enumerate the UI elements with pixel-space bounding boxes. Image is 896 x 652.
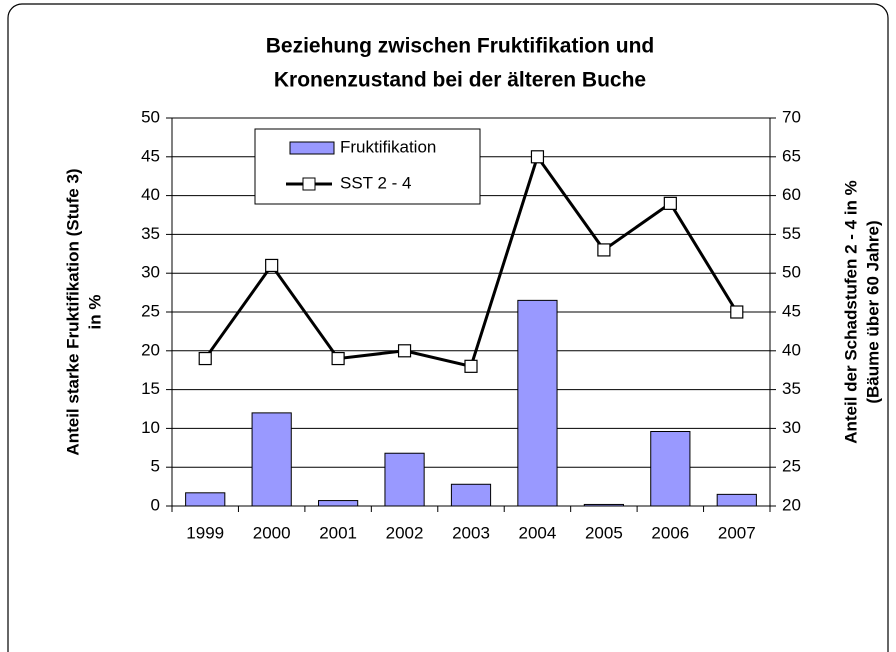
marker [663, 196, 677, 210]
y-tick-label: 10 [141, 418, 160, 437]
marker [730, 305, 744, 319]
bar [517, 299, 558, 507]
y2-tick-label: 45 [782, 301, 801, 320]
marker [530, 150, 545, 164]
legend-label: Fruktifikation [340, 137, 436, 156]
y-axis-title: Anteil starke Fruktifikation (Stufe 3) i… [63, 168, 104, 455]
y2-tick-label: 60 [782, 185, 801, 204]
bar [384, 452, 425, 507]
y2-tick-label: 35 [782, 379, 801, 398]
y2-axis-title: Anteil der Schadstufen 2 - 4 in % (Bäume… [841, 180, 882, 444]
y-tick-label: 45 [141, 146, 160, 165]
y2-tick-label: 25 [782, 457, 801, 476]
legend-marker [302, 177, 316, 191]
x-tick-label: 2001 [319, 523, 357, 542]
x-tick-label: 2006 [651, 523, 689, 542]
y2-axis-title-line: (Bäume über 60 Jahre) [863, 220, 882, 403]
legend-label: SST 2 - 4 [340, 173, 412, 192]
bar [450, 483, 492, 507]
x-tick-label: 2007 [718, 523, 756, 542]
y2-tick-label: 55 [782, 224, 801, 243]
x-tick-label: 2004 [519, 523, 557, 542]
y2-tick-label: 50 [782, 263, 801, 282]
x-tick-label: 2005 [585, 523, 623, 542]
y2-tick-label: 40 [782, 340, 801, 359]
x-tick-label: 1999 [186, 523, 224, 542]
bar [583, 503, 624, 507]
y2-tick-label: 65 [782, 146, 801, 165]
marker [397, 344, 412, 358]
x-tick-label: 2000 [253, 523, 291, 542]
y-tick-label: 5 [151, 457, 160, 476]
marker [331, 351, 345, 366]
chart-title: Kronenzustand bei der älteren Buche [274, 69, 646, 92]
y-tick-label: 25 [141, 301, 160, 320]
y2-tick-label: 20 [782, 495, 801, 514]
x-tick-label: 2003 [452, 523, 490, 542]
bar [318, 500, 359, 507]
marker [597, 243, 611, 257]
bar [716, 493, 757, 507]
marker [265, 258, 279, 273]
bar [251, 412, 292, 507]
y-tick-label: 40 [141, 185, 160, 204]
y-axis-title-line: Anteil starke Fruktifikation (Stufe 3) [63, 168, 82, 455]
bar [185, 492, 226, 507]
y2-tick-label: 70 [782, 107, 801, 126]
y2-tick-label: 30 [782, 418, 801, 437]
chart-frame [7, 3, 889, 652]
legend-swatch [289, 141, 335, 155]
y-tick-label: 0 [151, 495, 160, 514]
y-tick-label: 15 [141, 379, 160, 398]
legend: Fruktifikation SST 2 - 4 [254, 128, 481, 205]
y-tick-label: 20 [141, 340, 160, 359]
y-axis-title-line: in % [85, 295, 104, 330]
marker [198, 351, 212, 366]
marker [464, 359, 478, 373]
x-tick-label: 2002 [386, 523, 424, 542]
y2-axis-title-line: Anteil der Schadstufen 2 - 4 in % [841, 180, 860, 444]
y-tick-label: 35 [141, 224, 160, 243]
bar [650, 431, 691, 507]
chart-title: Beziehung zwischen Fruktifikation und [266, 35, 655, 58]
y-tick-label: 50 [141, 107, 160, 126]
y-tick-label: 30 [141, 263, 160, 282]
